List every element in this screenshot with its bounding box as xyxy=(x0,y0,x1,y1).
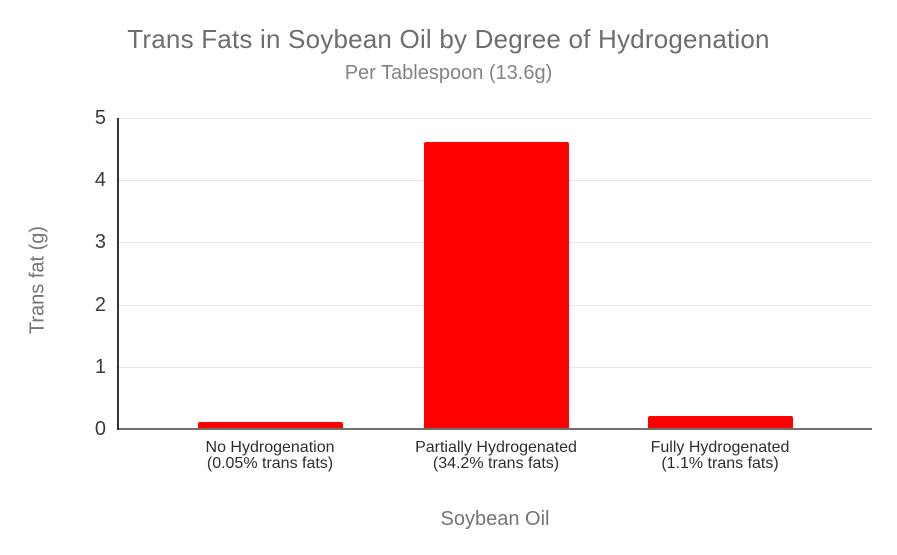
y-tick-label: 4 xyxy=(94,169,106,191)
x-category-label-line: (0.05% trans fats) xyxy=(206,454,334,472)
x-axis-line xyxy=(118,428,872,430)
x-category-label: Partially Hydrogenated (34.2% trans fats) xyxy=(366,440,626,471)
x-category-label-line: Fully Hydrogenated xyxy=(650,439,790,456)
y-tick-label: 1 xyxy=(94,356,106,378)
y-axis-line xyxy=(117,118,119,430)
y-tick-label: 0 xyxy=(94,418,106,440)
x-category-label: Fully Hydrogenated (1.1% trans fats) xyxy=(590,440,850,471)
x-axis-title: Soybean Oil xyxy=(440,508,550,530)
chart-subtitle: Per Tablespoon (13.6g) xyxy=(344,62,553,84)
gridline xyxy=(118,118,872,119)
x-category-label-line: Partially Hydrogenated xyxy=(415,439,577,456)
y-tick-label: 3 xyxy=(94,231,106,253)
x-category-label: No Hydrogenation (0.05% trans fats) xyxy=(140,440,400,471)
y-tick-label: 2 xyxy=(94,294,106,316)
bar-2[interactable] xyxy=(647,416,793,428)
chart-title: Trans Fats in Soybean Oil by Degree of H… xyxy=(127,24,770,54)
x-category-label-line: (1.1% trans fats) xyxy=(661,454,779,472)
x-category-label-line: (34.2% trans fats) xyxy=(432,454,560,472)
bar-0[interactable] xyxy=(197,422,343,428)
bar-1[interactable] xyxy=(423,142,569,428)
y-tick-label: 5 xyxy=(94,107,106,129)
x-category-label-line: No Hydrogenation xyxy=(205,439,335,456)
